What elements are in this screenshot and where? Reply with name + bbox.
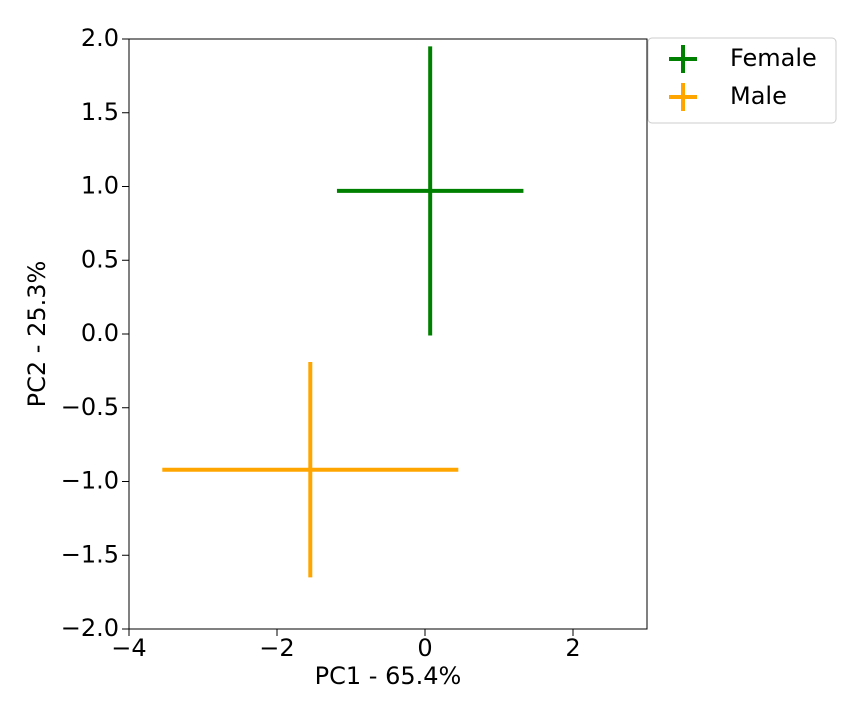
y-tick-label: 1.5 xyxy=(81,98,119,126)
y-tick-label: 2.0 xyxy=(81,24,119,52)
x-tick-label: 0 xyxy=(417,634,432,662)
y-tick-label: −1.5 xyxy=(61,540,119,568)
y-tick-label: 0.5 xyxy=(81,245,119,273)
y-tick-label: −2.0 xyxy=(61,614,119,642)
y-axis-label: PC2 - 25.3% xyxy=(23,261,51,408)
x-axis-label: PC1 - 65.4% xyxy=(315,662,462,690)
legend-label: Male xyxy=(730,82,787,110)
x-tick-label: 2 xyxy=(565,634,580,662)
x-tick-label: −2 xyxy=(259,634,294,662)
x-tick-label: −4 xyxy=(111,634,146,662)
y-tick-label: 1.0 xyxy=(81,172,119,200)
plot-frame xyxy=(128,38,648,630)
y-tick-label: −1.0 xyxy=(61,467,119,495)
legend-label: Female xyxy=(730,44,817,72)
y-tick-label: −0.5 xyxy=(61,393,119,421)
y-tick-label: 0.0 xyxy=(81,319,119,347)
